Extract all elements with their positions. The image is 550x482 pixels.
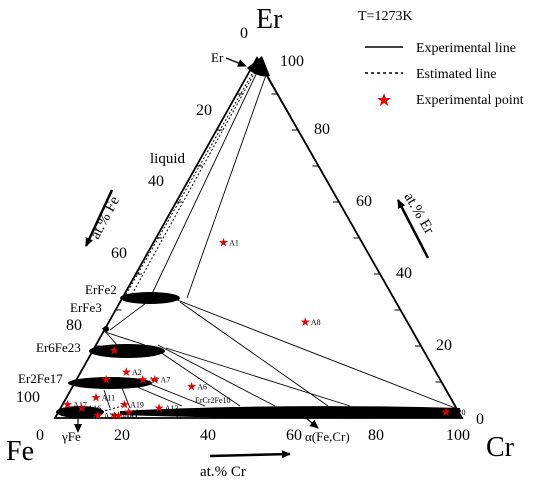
triangle-frame bbox=[53, 56, 464, 419]
experimental-point-star-icon: ★ bbox=[150, 372, 161, 386]
tick-right-60: 60 bbox=[356, 193, 372, 210]
label-ercr2fe10: ErCr2Fe10 bbox=[195, 396, 231, 405]
arrow-fe-icon bbox=[84, 189, 114, 247]
experimental-point-label: A9 bbox=[112, 375, 122, 384]
tick-bottom-0: 0 bbox=[36, 427, 44, 444]
experimental-point-label: A6 bbox=[197, 383, 207, 392]
axis-label-fe: at.% Fe bbox=[84, 189, 123, 247]
tick-bottom-40: 40 bbox=[200, 427, 216, 444]
tick-left-100: 100 bbox=[16, 389, 40, 406]
experimental-point-label: A16 bbox=[87, 404, 101, 413]
legend-dashed-text: Estimated line bbox=[416, 67, 496, 82]
experimental-point-star-icon: ★ bbox=[91, 390, 102, 404]
tie-lines bbox=[101, 67, 456, 409]
er2fe17-region bbox=[68, 377, 152, 389]
phase-regions bbox=[56, 56, 460, 419]
experimental-point-label: A19 bbox=[130, 401, 144, 410]
arrow-er-phase-icon bbox=[225, 57, 247, 67]
arrow-cr-icon bbox=[209, 450, 291, 459]
experimental-point-star-icon: ★ bbox=[186, 380, 197, 394]
experimental-point-label: A20 bbox=[452, 408, 466, 417]
tick-left-40: 40 bbox=[148, 173, 164, 190]
arrow-er-icon bbox=[396, 199, 430, 259]
experimental-point-label: A11 bbox=[102, 393, 115, 402]
svg-text:at.% Cr: at.% Cr bbox=[200, 464, 246, 480]
experimental-point-star-icon: ★ bbox=[62, 398, 73, 412]
tick-right-100: 100 bbox=[280, 53, 304, 70]
tick-bottom-100: 100 bbox=[446, 427, 470, 444]
label-er6fe23: Er6Fe23 bbox=[36, 340, 81, 355]
er6fe23-region bbox=[89, 344, 165, 358]
experimental-point-label: A7 bbox=[161, 375, 171, 384]
experimental-point-label: A13 bbox=[165, 404, 179, 413]
experimental-point-label: A18 bbox=[120, 411, 134, 420]
tick-left-0: 0 bbox=[240, 25, 248, 42]
corner-fe: Fe bbox=[6, 436, 34, 467]
label-erfe2: ErFe2 bbox=[85, 282, 117, 297]
legend-solid-text: Experimental line bbox=[416, 41, 516, 56]
arrow-alphafecr-icon bbox=[305, 417, 319, 429]
experimental-point-label: A17 bbox=[73, 401, 87, 410]
experimental-point-star-icon: ★ bbox=[441, 405, 452, 419]
erfe2-region bbox=[120, 292, 180, 304]
label-er2fe17: Er2Fe17 bbox=[18, 371, 63, 386]
experimental-point-star-icon: ★ bbox=[121, 365, 132, 379]
experimental-point-star-icon: ★ bbox=[76, 401, 87, 415]
tick-bottom-20: 20 bbox=[114, 427, 130, 444]
experimental-point-star-icon: ★ bbox=[109, 408, 120, 422]
axis-label-er: at.% Er bbox=[396, 190, 437, 259]
experimental-point-label: A4 bbox=[148, 375, 158, 384]
er-region bbox=[247, 56, 270, 77]
tick-right-40: 40 bbox=[396, 265, 412, 282]
erfe3-point bbox=[103, 326, 109, 332]
experimental-point-label: A8 bbox=[311, 318, 321, 327]
label-er: Er bbox=[211, 50, 224, 65]
axis-label-cr: at.% Cr bbox=[200, 450, 291, 480]
experimental-point-star-icon: ★ bbox=[93, 408, 104, 422]
svg-text:at.% Fe: at.% Fe bbox=[87, 194, 123, 242]
label-erfe3: ErFe3 bbox=[70, 300, 102, 315]
tick-bottom-80: 80 bbox=[368, 427, 384, 444]
corner-er: Er bbox=[256, 4, 283, 35]
experimental-point-star-icon: ★ bbox=[300, 315, 311, 329]
label-alphafecr: α(Fe,Cr) bbox=[305, 429, 350, 444]
experimental-point-label: A3 bbox=[120, 347, 130, 356]
temperature-label: T=1273K bbox=[358, 9, 413, 24]
experimental-point-star-icon: ★ bbox=[119, 398, 130, 412]
tick-left-20: 20 bbox=[196, 102, 212, 119]
experimental-point-star-icon: ★ bbox=[137, 372, 148, 386]
experimental-point-star-icon: ★ bbox=[101, 372, 112, 386]
alpha-fecr-region bbox=[120, 406, 460, 419]
experimental-point-star-icon: ★ bbox=[154, 401, 165, 415]
experimental-point-label: A12 bbox=[124, 411, 138, 420]
corner-cr: Cr bbox=[486, 432, 515, 463]
experimental-point-label: A21 bbox=[104, 411, 118, 420]
tick-bottom-60: 60 bbox=[286, 427, 302, 444]
experimental-point-star-icon: ★ bbox=[123, 405, 134, 419]
experimental-point-label: A2 bbox=[132, 368, 142, 377]
experimental-points: ★ A1★ A2★ A3★ A4 ★ A6★ A7★ A8★ A9★ A11★ A12★ A13★ A14… bbox=[62, 236, 465, 423]
experimental-point-star-icon: ★ bbox=[218, 236, 229, 250]
legend-star-text: Experimental point bbox=[416, 93, 524, 108]
experimental-point-label: A14 bbox=[134, 408, 148, 417]
tick-right-80: 80 bbox=[314, 121, 330, 138]
tick-left-80: 80 bbox=[66, 317, 82, 334]
experimental-point-star-icon: ★ bbox=[113, 408, 124, 422]
label-liquid: liquid bbox=[150, 151, 186, 167]
experimental-point-label: A1 bbox=[229, 239, 239, 248]
gammafe-region bbox=[56, 406, 104, 418]
tick-right-0: 0 bbox=[476, 411, 484, 428]
tick-right-20: 20 bbox=[436, 337, 452, 354]
legend-star-icon: ★ bbox=[376, 90, 392, 111]
tick-left-60: 60 bbox=[111, 245, 127, 262]
experimental-point-star-icon: ★ bbox=[109, 344, 120, 358]
